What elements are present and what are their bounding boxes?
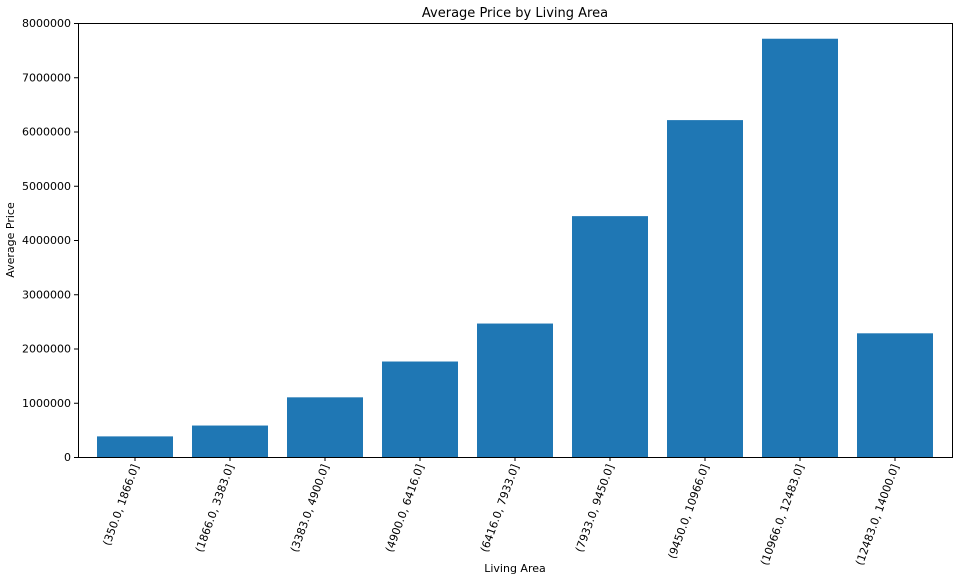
y-tick-label: 2000000 <box>22 343 71 356</box>
y-tick-label: 8000000 <box>22 17 71 30</box>
bar-5 <box>477 323 553 457</box>
bar-8 <box>762 38 838 458</box>
x-tick-label: (10966.0, 12483.0] <box>758 463 807 568</box>
y-axis: 0 1000000 2000000 3000000 4000000 5000000 6000… <box>22 17 78 464</box>
y-tick-label: 7000000 <box>22 71 71 84</box>
x-tick-label: (6416.0, 7933.0] <box>478 463 522 554</box>
y-axis-label: Average Price <box>4 202 17 278</box>
bar-6 <box>572 216 648 457</box>
y-tick-label: 6000000 <box>22 126 71 139</box>
chart-title: Average Price by Living Area <box>422 6 608 21</box>
x-axis-label: Living Area <box>484 562 546 575</box>
plot-frame <box>78 23 953 458</box>
y-tick-label: 3000000 <box>22 288 71 301</box>
x-tick-label: (1866.0, 3383.0] <box>193 463 237 554</box>
x-tick-label: (7933.0, 9450.0] <box>573 463 617 554</box>
bar-3 <box>287 397 363 457</box>
bar-2 <box>192 425 268 457</box>
y-tick-label: 5000000 <box>22 180 71 193</box>
x-tick-label: (12483.0, 14000.0] <box>853 463 902 568</box>
bar-7 <box>667 120 743 458</box>
x-tick-label: (350.0, 1866.0] <box>100 463 141 548</box>
y-tick-label: 4000000 <box>22 234 71 247</box>
x-tick-label: (3383.0, 4900.0] <box>288 463 332 554</box>
x-tick-label: (4900.0, 6416.0] <box>383 463 427 554</box>
y-tick-label: 0 <box>64 451 71 464</box>
bar-9 <box>857 333 933 457</box>
bars-group <box>97 38 933 458</box>
bar-1 <box>97 436 173 457</box>
x-axis: (350.0, 1866.0] (1866.0, 3383.0] (3383.0, … <box>100 457 902 568</box>
bar-4 <box>382 361 458 457</box>
y-tick-label: 1000000 <box>22 397 71 410</box>
x-tick-label: (9450.0, 10966.0] <box>666 463 712 561</box>
